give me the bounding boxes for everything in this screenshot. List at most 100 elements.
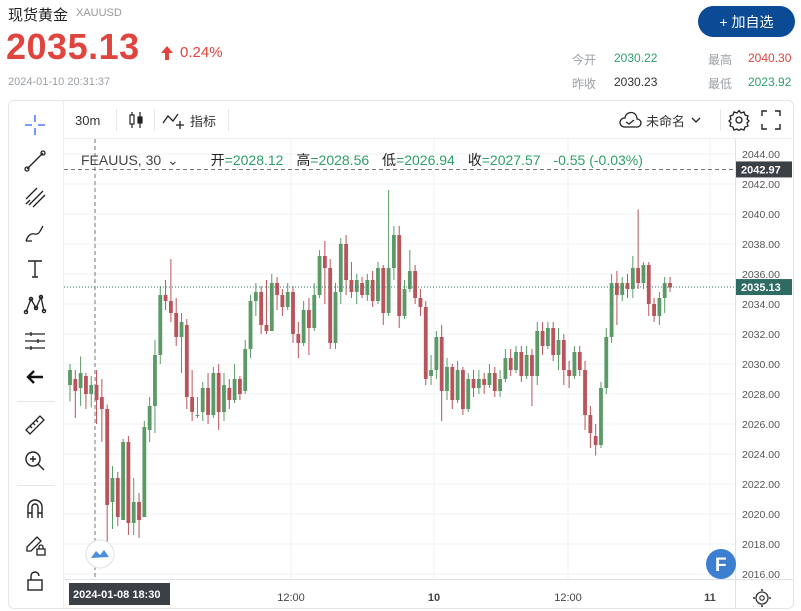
text-icon[interactable] xyxy=(23,257,47,281)
magnet-icon[interactable] xyxy=(23,497,47,521)
axis-settings-icon[interactable] xyxy=(753,589,771,607)
candle xyxy=(609,274,614,343)
candle xyxy=(397,226,402,328)
candle xyxy=(413,265,418,304)
y-tick-label: 2018.00 xyxy=(742,539,780,551)
y-tick-label: 2042.00 xyxy=(742,179,780,191)
candle xyxy=(593,424,598,456)
candle xyxy=(514,346,518,373)
candle xyxy=(291,286,295,343)
legend-open: 2028.12 xyxy=(233,152,284,168)
candle xyxy=(222,373,226,421)
indicators-button[interactable]: 指标 xyxy=(162,110,216,130)
y-tick-label: 2038.00 xyxy=(742,239,780,251)
candle xyxy=(418,289,423,316)
y-tick-label: 2028.00 xyxy=(742,389,780,401)
candle xyxy=(625,274,630,298)
candle xyxy=(636,209,641,289)
candle xyxy=(94,370,99,424)
lock-draw-icon[interactable] xyxy=(23,533,47,557)
candle xyxy=(652,298,656,322)
fib-icon[interactable] xyxy=(23,185,47,209)
candle xyxy=(99,379,104,442)
candle xyxy=(296,322,301,358)
ruler-icon[interactable] xyxy=(23,413,47,437)
add-watchlist-button[interactable]: + 加自选 xyxy=(698,6,795,37)
candle xyxy=(620,277,625,301)
price-chart[interactable]: 12:00 10 12:00 11 2016.00 2018.00 2020.00 2022.… xyxy=(64,139,794,609)
instrument-code: XAUUSD xyxy=(76,7,122,19)
candle xyxy=(227,379,232,409)
candle xyxy=(168,259,173,322)
candle xyxy=(68,364,72,402)
candle xyxy=(338,238,343,304)
candle xyxy=(253,283,258,316)
legend-open-label: 开 xyxy=(211,152,225,168)
candle xyxy=(535,322,540,385)
candle xyxy=(344,235,349,295)
trend-line-icon[interactable] xyxy=(23,149,47,173)
candle xyxy=(439,325,444,421)
cloud-icon xyxy=(619,111,642,128)
svg-text:F: F xyxy=(715,555,727,576)
brush-icon[interactable] xyxy=(23,221,47,245)
candle xyxy=(524,346,529,379)
candle xyxy=(376,262,380,304)
legend-low-label: 低 xyxy=(382,152,396,168)
pattern-icon[interactable] xyxy=(23,293,47,317)
y-tick-label: 2030.00 xyxy=(742,359,780,371)
candle xyxy=(216,364,221,430)
candle xyxy=(498,370,502,397)
f-logo-icon: F xyxy=(706,549,736,579)
high-value: 2040.30 xyxy=(748,51,792,65)
layout-menu[interactable]: 未命名 xyxy=(618,110,703,130)
candle xyxy=(301,301,306,346)
back-arrow-icon[interactable] xyxy=(23,365,47,389)
candle xyxy=(84,373,88,409)
open-label: 今开 xyxy=(572,53,597,67)
candle xyxy=(604,328,609,394)
candle xyxy=(147,397,152,442)
layout-name: 未命名 xyxy=(646,113,686,129)
current-price: 2035.13 xyxy=(6,26,140,67)
y-tick-label: 2026.00 xyxy=(742,419,780,431)
candle xyxy=(466,373,471,412)
settings-icon[interactable] xyxy=(728,109,750,131)
candle xyxy=(285,283,290,310)
candle xyxy=(556,328,561,370)
candle-type-icon[interactable] xyxy=(128,110,144,130)
y-tick-label: 2022.00 xyxy=(742,479,780,491)
indicators-icon xyxy=(162,113,184,129)
candle xyxy=(391,226,396,280)
candle xyxy=(275,277,279,310)
candle xyxy=(530,349,534,406)
chart-widget: 30m 指标 未命名 12:00 10 12:00 11 2016.00 2018.00 2… xyxy=(8,100,794,609)
candle xyxy=(131,478,136,535)
candle xyxy=(482,373,487,394)
candle xyxy=(174,298,179,346)
candle xyxy=(190,370,195,421)
candle xyxy=(137,493,141,538)
candle xyxy=(158,286,163,364)
candle xyxy=(211,367,216,418)
zoom-in-icon[interactable] xyxy=(23,449,47,473)
candle xyxy=(105,404,110,556)
candle xyxy=(492,367,497,397)
fullscreen-icon[interactable] xyxy=(761,110,781,130)
candle xyxy=(508,349,513,376)
chart-toolbar: 30m 指标 未命名 xyxy=(64,101,793,139)
interval-button[interactable]: 30m xyxy=(75,112,101,128)
chart-logo-button[interactable] xyxy=(85,539,115,569)
candle xyxy=(238,376,242,400)
crosshair-icon[interactable] xyxy=(23,113,47,137)
indicators-label: 指标 xyxy=(190,113,217,129)
crosshair-price-tag xyxy=(736,161,792,178)
candle xyxy=(360,277,364,298)
candle xyxy=(487,364,492,388)
lock-icon[interactable] xyxy=(23,569,47,593)
measure-icon[interactable] xyxy=(23,329,47,353)
candle xyxy=(445,358,449,400)
candle xyxy=(333,283,338,349)
candle xyxy=(110,466,115,529)
candle xyxy=(503,349,508,382)
